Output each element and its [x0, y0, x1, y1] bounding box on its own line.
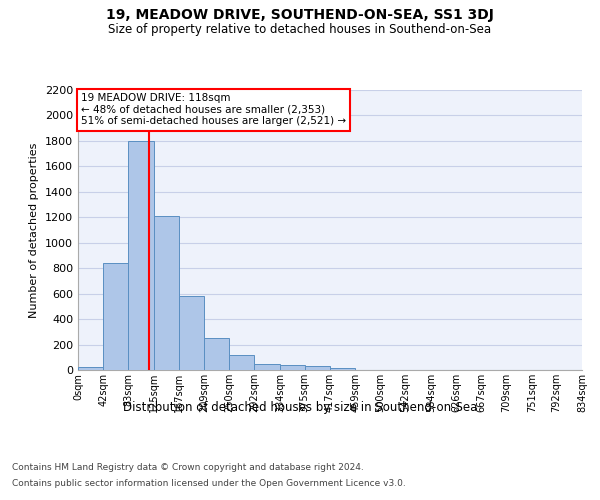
Text: Size of property relative to detached houses in Southend-on-Sea: Size of property relative to detached ho…: [109, 22, 491, 36]
Bar: [229, 356, 254, 370]
Bar: [330, 368, 355, 370]
Bar: [254, 364, 280, 370]
Bar: [154, 216, 179, 370]
Bar: [128, 141, 154, 370]
Text: 19 MEADOW DRIVE: 118sqm
← 48% of detached houses are smaller (2,353)
51% of semi: 19 MEADOW DRIVE: 118sqm ← 48% of detache…: [81, 93, 346, 126]
Text: Distribution of detached houses by size in Southend-on-Sea: Distribution of detached houses by size …: [123, 401, 477, 414]
Bar: [205, 338, 229, 370]
Bar: [179, 296, 205, 370]
Y-axis label: Number of detached properties: Number of detached properties: [29, 142, 40, 318]
Bar: [280, 365, 305, 370]
Text: Contains public sector information licensed under the Open Government Licence v3: Contains public sector information licen…: [12, 478, 406, 488]
Text: Contains HM Land Registry data © Crown copyright and database right 2024.: Contains HM Land Registry data © Crown c…: [12, 464, 364, 472]
Bar: [103, 263, 128, 370]
Text: 19, MEADOW DRIVE, SOUTHEND-ON-SEA, SS1 3DJ: 19, MEADOW DRIVE, SOUTHEND-ON-SEA, SS1 3…: [106, 8, 494, 22]
Bar: [305, 366, 330, 370]
Bar: [78, 367, 103, 370]
